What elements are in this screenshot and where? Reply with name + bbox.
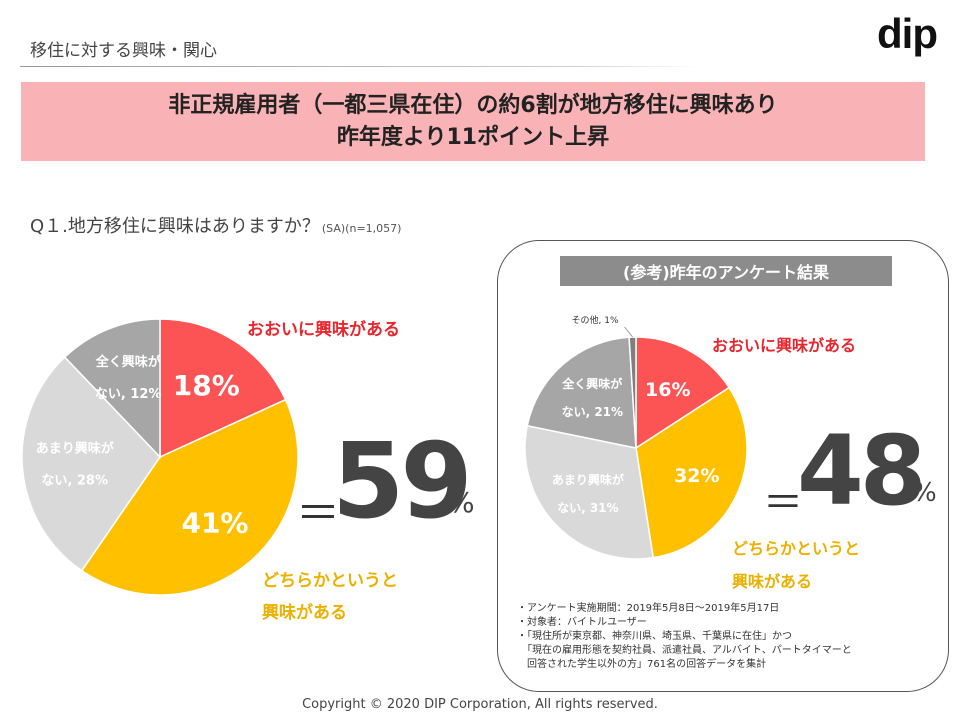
pie-label-2: あまり興味が (552, 472, 624, 487)
note-line: 「現在の雇用形態を契約社員、派遣社員、アルバイト、パートタイマーと (517, 645, 852, 656)
copyright: Copyright © 2020 DIP Corporation, All ri… (302, 697, 658, 712)
pie-slice-1 (635, 386, 748, 559)
main-summary-unit: % (448, 486, 475, 519)
pie-slice-3 (526, 336, 637, 449)
question-note: (SA)(n=1,057) (321, 222, 402, 235)
dip-logo: dip (877, 10, 938, 57)
pie-slice-0 (635, 336, 731, 450)
reference-header: (参考)昨年のアンケート結果 (560, 256, 892, 286)
reference-pie-slices (524, 336, 748, 560)
reference-panel (497, 240, 949, 692)
ref-annotation-somewhat-2: 興味がある (732, 572, 813, 591)
pie-label-2: あまり興味が (36, 440, 114, 456)
pie-label-0: 16% (645, 379, 690, 401)
pie-label-4: その他, 1% (572, 314, 619, 326)
pie-slice-2 (21, 356, 161, 572)
note-line: ・「現住所が東京都、神奈川県、埼玉県、千葉県に在住」かつ (517, 631, 792, 642)
pie-slice-2 (524, 424, 655, 560)
pie-label-3: ない, 12% (95, 387, 162, 402)
ref-summary-equals: ＝ (763, 480, 803, 526)
title-divider (20, 66, 700, 67)
pie-label-2: ない, 31% (557, 501, 618, 515)
headline-banner: 非正規雇用者（一都三県在住）の約6割が地方移住に興味あり 昨年度より11ポイント… (21, 82, 925, 161)
pie-slice-4 (628, 336, 637, 449)
headline-line-1: 非正規雇用者（一都三県在住）の約6割が地方移住に興味あり (168, 92, 778, 118)
pie-label-1: 41% (181, 506, 248, 539)
main-summary-value: 59 (332, 420, 473, 542)
pie-label-3: 全く興味が (95, 354, 161, 370)
note-line: ・対象者：バイトルユーザー (517, 617, 647, 628)
pie-label-3: 全く興味が (561, 376, 622, 391)
question-label: Q１.地方移住に興味はありますか？ (30, 216, 320, 237)
note-line: 回答された学生以外の方」761名の回答データを集計 (517, 659, 767, 670)
ref-summary-value: 48 (797, 415, 927, 527)
pie-label-2: ない, 28% (41, 473, 108, 488)
main-pie-slices (21, 318, 299, 596)
survey-notes: ・アンケート実施期間：2019年5月8日～2019年5月17日 ・対象者：バイト… (517, 602, 852, 672)
pie-label-3: ない, 21% (562, 405, 623, 419)
question-text: Q１.地方移住に興味はありますか？ (SA)(n=1,057) (30, 212, 401, 238)
pie-slice-0 (159, 318, 287, 459)
ref-annotation-very-interested: おおいに興味がある (712, 336, 857, 355)
main-annotation-somewhat-2: 興味がある (262, 603, 347, 623)
pie-slice-3 (63, 318, 161, 459)
ref-summary-unit: % (912, 478, 937, 508)
headline-line-2: 昨年度より11ポイント上昇 (336, 124, 610, 150)
pie-label-0: 18% (173, 369, 240, 402)
pie-leader-line (624, 326, 633, 338)
main-annotation-very-interested: おおいに興味がある (247, 320, 400, 340)
main-annotation-somewhat-1: どちらかというと (262, 571, 398, 591)
pie-slice-1 (80, 398, 299, 596)
note-line: ・アンケート実施期間：2019年5月8日～2019年5月17日 (517, 603, 780, 614)
main-summary-equals: ＝ (296, 488, 340, 539)
section-title: 移住に対する興味・関心 (30, 41, 217, 61)
pie-label-1: 32% (674, 465, 719, 487)
ref-annotation-somewhat-1: どちらかというと (732, 539, 861, 558)
